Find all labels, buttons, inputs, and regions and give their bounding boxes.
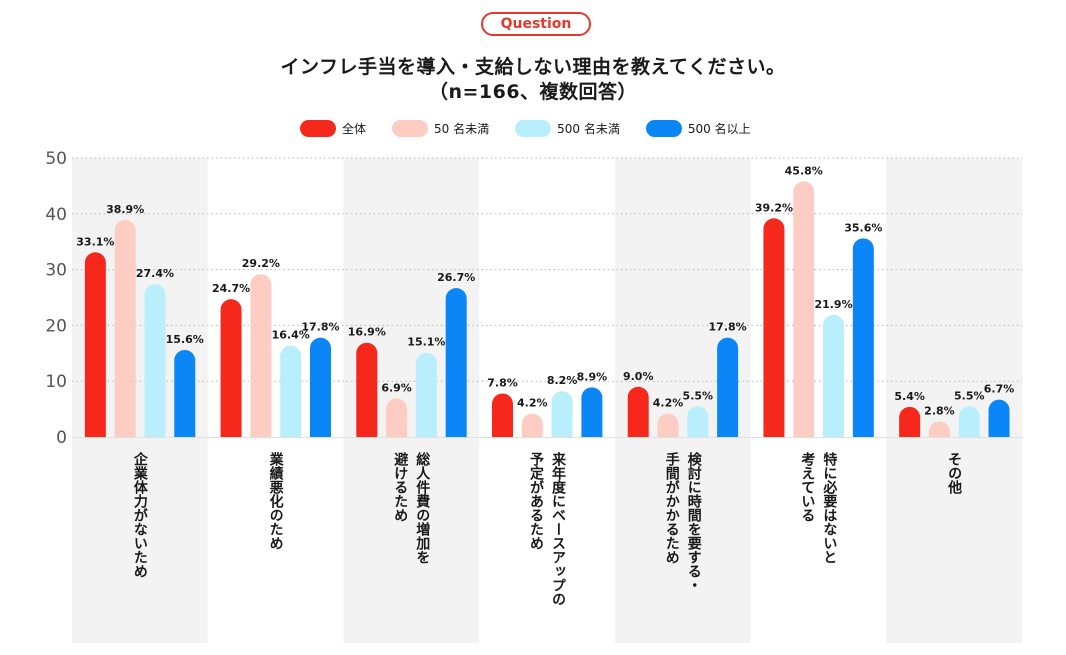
bar: [144, 284, 166, 437]
category-label: 検討に時間を要する・ 手間がかかるため: [663, 452, 702, 592]
bar: [763, 218, 785, 437]
bar: [958, 406, 980, 437]
bar-value-label: 29.2%: [242, 257, 280, 270]
legend-label: 全体: [342, 121, 367, 136]
bar-value-label: 8.9%: [577, 370, 608, 383]
bar-value-label: 8.2%: [547, 374, 578, 387]
y-tick-label: 10: [45, 372, 67, 392]
category-label: 総人件費の増加を 避けるため: [392, 452, 431, 564]
y-tick-label: 50: [45, 149, 67, 169]
bar: [220, 299, 242, 437]
y-tick-label: 30: [45, 261, 67, 281]
legend-item-under-500: 500 名未満: [515, 119, 620, 137]
y-tick-label: 0: [56, 428, 67, 448]
bar: [657, 413, 679, 437]
bar-value-label: 6.7%: [984, 383, 1015, 396]
category-label: 来年度にベースアップの 予定があるため: [528, 452, 566, 606]
category-label: 業績悪化のため: [267, 452, 284, 550]
bar-value-label: 15.1%: [407, 336, 445, 349]
bar-value-label: 21.9%: [814, 298, 852, 311]
bar: [928, 421, 950, 437]
bar: [356, 342, 378, 437]
bar: [717, 337, 739, 437]
bar-value-label: 26.7%: [437, 271, 475, 284]
bar: [445, 288, 467, 437]
legend-swatch: [645, 119, 682, 137]
bar: [627, 386, 649, 437]
bar-value-label: 27.4%: [136, 267, 174, 280]
bar-value-label: 16.4%: [272, 328, 310, 341]
chart-subtitle: （n=166、複数回答）: [428, 81, 638, 103]
legend-item-all: 全体: [300, 119, 367, 137]
bar-value-label: 24.7%: [212, 282, 250, 295]
bar: [581, 387, 603, 437]
legend-label: 500 名未満: [557, 121, 620, 136]
bar: [852, 238, 874, 437]
bar: [280, 345, 302, 437]
bar: [793, 181, 815, 437]
bar-value-label: 17.8%: [301, 321, 339, 334]
bar: [386, 398, 408, 437]
bar-value-label: 4.2%: [517, 397, 548, 410]
bar: [551, 391, 573, 437]
legend-label: 500 名以上: [687, 121, 751, 136]
bar: [309, 337, 331, 437]
bar: [899, 406, 921, 437]
legend: 全体 50 名未満 500 名未満 500 名以上: [300, 118, 777, 138]
bar-value-label: 6.9%: [381, 381, 412, 394]
legend-item-under-50: 50 名未満: [392, 119, 490, 137]
y-tick-label: 40: [45, 205, 67, 225]
bar-value-label: 9.0%: [623, 370, 654, 383]
category-label: その他: [946, 452, 963, 494]
bar-value-label: 35.6%: [844, 221, 882, 234]
bar-value-label: 5.5%: [954, 389, 985, 402]
bar-value-label: 45.8%: [785, 164, 823, 177]
legend-swatch: [300, 119, 336, 137]
legend-swatch: [392, 119, 429, 137]
bar: [521, 413, 543, 437]
bar-value-label: 17.8%: [709, 321, 747, 334]
y-tick-label: 20: [45, 316, 67, 336]
bar: [687, 406, 709, 437]
legend-swatch: [515, 119, 552, 137]
bar-value-label: 39.2%: [755, 201, 793, 214]
bar: [250, 274, 272, 437]
bar: [84, 252, 106, 437]
bar-value-label: 15.6%: [166, 333, 204, 346]
bar: [823, 314, 845, 437]
bar: [174, 349, 196, 437]
bar-value-label: 5.5%: [683, 389, 714, 402]
question-badge: Question: [481, 12, 591, 36]
bar: [415, 352, 437, 437]
chart-title: インフレ手当を導入・支給しない理由を教えてください。: [280, 56, 786, 78]
bar-value-label: 4.2%: [653, 397, 684, 410]
bar-value-label: 38.9%: [106, 203, 144, 216]
bar-value-label: 5.4%: [894, 390, 925, 403]
legend-item-500-plus: 500 名以上: [645, 119, 751, 137]
bar-value-label: 7.8%: [487, 376, 518, 389]
bar: [114, 219, 136, 437]
bar: [492, 393, 513, 437]
bar-value-label: 33.1%: [76, 235, 114, 248]
legend-label: 50 名未満: [434, 121, 490, 136]
category-label: 特に必要はないと 考えている: [799, 452, 838, 564]
bar-value-label: 16.9%: [348, 326, 386, 339]
bar: [988, 399, 1010, 437]
bar-value-label: 2.8%: [924, 404, 955, 417]
category-label: 企業体力がないため: [131, 452, 148, 578]
